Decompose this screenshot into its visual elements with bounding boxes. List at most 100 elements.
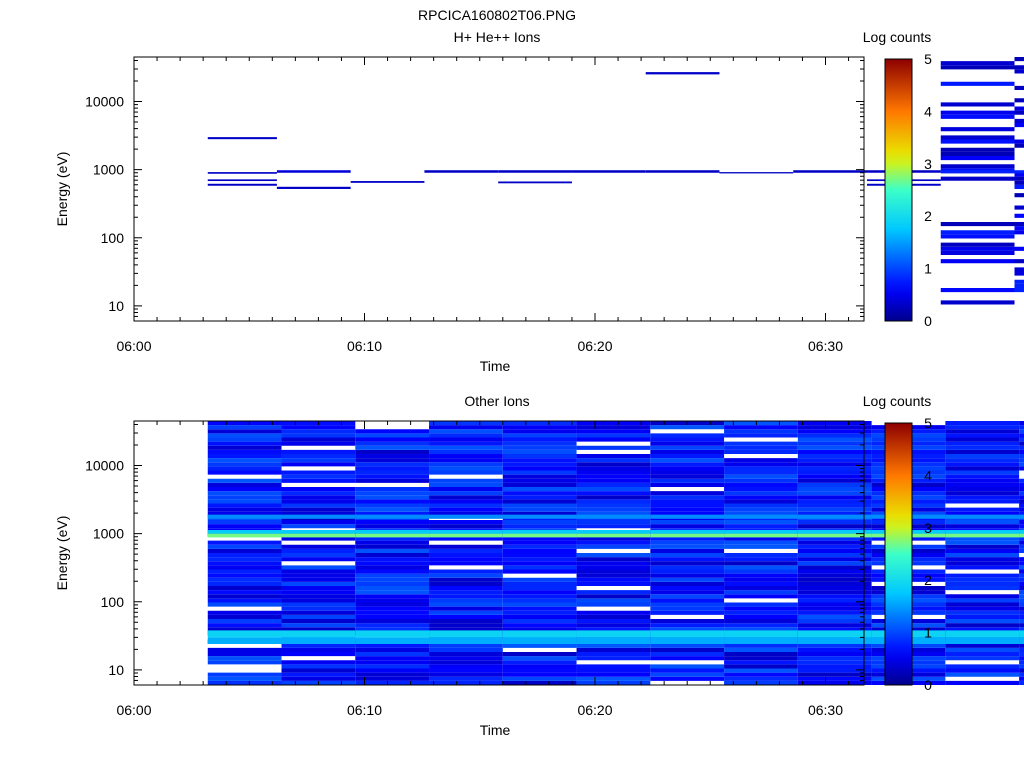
data-cell: [1019, 487, 1024, 492]
y-tick-label: 1000: [93, 162, 124, 178]
data-cell: [207, 425, 282, 430]
plot-frame: [133, 56, 865, 322]
data-cell: [724, 458, 798, 463]
data-cell: [207, 602, 282, 607]
data-cell: [281, 548, 356, 553]
data-cell: [576, 536, 651, 541]
data-cell: [797, 569, 872, 574]
data-cell: [502, 602, 577, 607]
data-cell: [576, 647, 651, 652]
data-cell: [724, 445, 798, 450]
data-cell: [502, 577, 577, 582]
data-cell: [502, 672, 577, 677]
data-cell: [207, 577, 282, 582]
data-cell: [797, 478, 872, 483]
data-cell: [429, 590, 503, 595]
data-cell: [945, 462, 1020, 467]
data-cell: [724, 561, 798, 566]
data-cell: [797, 454, 872, 459]
data-cell: [945, 445, 1020, 450]
colorbar-gradient: [884, 58, 913, 322]
data-cell: [945, 627, 1020, 632]
data-cell: [576, 524, 651, 529]
data-cell: [429, 672, 503, 677]
data-cell: [281, 478, 356, 483]
data-cell: [429, 445, 503, 450]
data-cell: [650, 637, 725, 644]
data-cell: [650, 445, 725, 450]
data-cell: [355, 561, 430, 566]
data-cell: [207, 530, 282, 534]
data-cell: [940, 164, 1015, 169]
data-cell: [207, 627, 282, 632]
data-cell: [1014, 118, 1024, 123]
data-cell: [207, 652, 282, 657]
data-cell: [429, 586, 503, 591]
data-cell: [502, 598, 577, 603]
data-cell: [797, 520, 872, 525]
data-cell: [281, 610, 356, 615]
data-cell: [940, 135, 1015, 140]
data-cell: [502, 520, 577, 525]
data-cell: [797, 623, 872, 628]
data-cell: [281, 594, 356, 599]
data-cell: [576, 421, 651, 426]
x-tick-label: 06:10: [347, 702, 382, 718]
data-cell: [502, 482, 577, 487]
data-cell: [355, 536, 430, 541]
y-tick-label: 1000: [93, 526, 124, 542]
data-cell: [281, 524, 356, 529]
data-cell: [502, 449, 577, 454]
data-cell: [650, 548, 725, 553]
data-cell: [724, 614, 798, 619]
data-cell: [724, 520, 798, 525]
data-cell: [429, 458, 503, 463]
data-cell: [429, 466, 503, 471]
data-cell: [797, 487, 872, 492]
data-cell: [502, 610, 577, 615]
data-cell: [281, 606, 356, 611]
data-cell: [429, 454, 503, 459]
data-cell: [724, 664, 798, 669]
data-cell: [576, 487, 651, 492]
data-cell: [355, 581, 430, 586]
data-cell: [1019, 478, 1024, 483]
data-cell: [650, 656, 725, 661]
data-cell: [576, 676, 651, 681]
data-cell: [940, 176, 1015, 181]
data-cell: [724, 503, 798, 508]
data-cell: [281, 454, 356, 459]
data-cell: [355, 606, 430, 611]
data-cell: [945, 602, 1020, 607]
data-cell: [355, 557, 430, 562]
data-cell: [1019, 507, 1024, 512]
data-cell: [724, 565, 798, 570]
data-cell: [945, 449, 1020, 454]
data-cell: [207, 449, 282, 454]
data-cell: [945, 429, 1020, 434]
data-cell: [355, 466, 430, 471]
data-cell: [724, 643, 798, 648]
data-cell: [429, 433, 503, 438]
data-cell: [724, 627, 798, 632]
data-cell: [576, 495, 651, 500]
data-cell: [429, 573, 503, 578]
data-cell: [650, 524, 725, 529]
y-tick-label: 10000: [85, 458, 124, 474]
data-cell: [502, 421, 577, 426]
data-cell: [429, 676, 503, 681]
panel-h-he-ions: H+ He++ Ions 06:0006:1006:2006:3006:4006…: [54, 29, 1024, 374]
data-cell: [207, 429, 282, 434]
y-axis-label: Energy (eV): [54, 152, 70, 227]
data-cell: [355, 602, 430, 607]
data-cell: [429, 491, 503, 496]
data-cell: [355, 623, 430, 628]
data-cell: [650, 520, 725, 525]
data-cell: [502, 553, 577, 558]
data-cell: [576, 470, 651, 475]
data-cell: [576, 577, 651, 582]
data-cell: [650, 561, 725, 566]
data-cell: [797, 507, 872, 512]
data-cell: [207, 540, 282, 545]
